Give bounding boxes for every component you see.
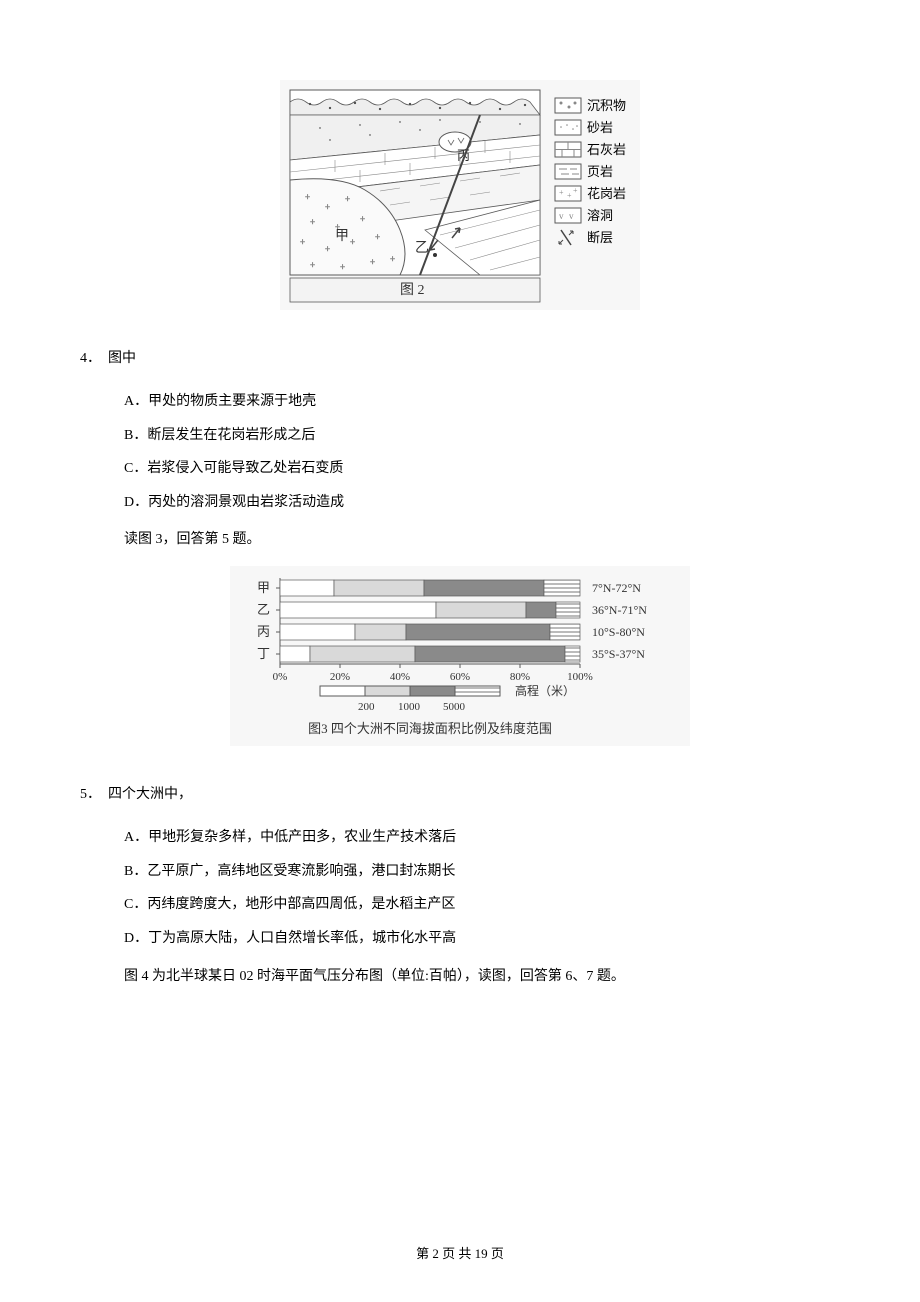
figure3-bar-segment <box>310 646 415 662</box>
svg-text:v: v <box>559 211 564 221</box>
svg-text:+: + <box>305 192 310 202</box>
figure3-row-lat: 35°S-37°N <box>592 647 645 661</box>
svg-text:+: + <box>310 217 315 227</box>
figure3-row-name: 丁 <box>257 646 270 661</box>
q4-option-a: A．甲处的物质主要来源于地壳 <box>124 385 494 419</box>
q5-option-d: D．丁为高原大陆，人口自然增长率低，城市化水平高 <box>124 922 840 956</box>
svg-text:+: + <box>559 188 564 197</box>
svg-text:+: + <box>310 260 315 270</box>
instruction-q5: 读图 3，回答第 5 题。 <box>80 525 840 556</box>
legend-item-6: 断层 <box>587 230 613 245</box>
q5-option-b: B．乙平原广，高纬地区受寒流影响强，港口封冻期长 <box>124 855 840 889</box>
svg-text:0%: 0% <box>273 671 288 683</box>
legend-item-5: 溶洞 <box>587 208 613 223</box>
q4-option-b: B．断层发生在花岗岩形成之后 <box>124 419 494 453</box>
question-4: 4．图中 <box>80 345 840 373</box>
figure-3-svg: 0% 20% 40% 60% 80% 100% 甲 7°N-72°N 乙 36°N-71°N 丙 1… <box>230 566 690 746</box>
instruction-q67: 图 4 为北半球某日 02 时海平面气压分布图（单位:百帕），读图，回答第 6、… <box>80 962 840 993</box>
svg-text:+: + <box>573 186 578 195</box>
figure3-bar-segment <box>526 602 556 618</box>
legend-item-2: 石灰岩 <box>587 142 626 157</box>
figure3-legend-label: 高程（米） <box>515 683 575 698</box>
figure3-bar-segment <box>280 646 310 662</box>
page-footer: 第 2 页 共 19 页 <box>0 1243 920 1262</box>
figure-3-container: 0% 20% 40% 60% 80% 100% 甲 7°N-72°N 乙 36°N-71°N 丙 1… <box>80 556 840 751</box>
svg-text:+: + <box>350 237 355 247</box>
q5-options: A．甲地形复杂多样，中低产田多，农业生产技术落后 B．乙平原广，高纬地区受寒流影… <box>80 821 840 955</box>
figure3-bar-segment <box>565 646 580 662</box>
figure2-label-yi: 乙 <box>415 240 429 256</box>
figure3-bar-segment <box>280 602 436 618</box>
svg-text:v: v <box>569 211 574 221</box>
figure-2-svg: 丙 +++ +++ ++ <box>280 80 640 310</box>
q4-option-d: D．丙处的溶洞景观由岩浆活动造成 <box>124 486 494 520</box>
figure3-bar-segment <box>436 602 526 618</box>
svg-text:+: + <box>325 244 330 254</box>
svg-text:80%: 80% <box>510 671 530 683</box>
figure3-row-name: 甲 <box>257 580 270 595</box>
svg-text:100%: 100% <box>567 671 593 683</box>
q4-stem: 图中 <box>108 351 136 366</box>
svg-text:40%: 40% <box>390 671 410 683</box>
legend-item-0: 沉积物 <box>587 98 626 113</box>
svg-text:20%: 20% <box>330 671 350 683</box>
q5-stem: 四个大洲中， <box>108 787 192 802</box>
figure3-row-lat: 10°S-80°N <box>592 625 645 639</box>
svg-text:+: + <box>325 202 330 212</box>
figure3-bar-segment <box>544 580 580 596</box>
q4-options: A．甲处的物质主要来源于地壳B．断层发生在花岗岩形成之后 C．岩浆侵入可能导致乙… <box>80 385 840 519</box>
q5-option-a: A．甲地形复杂多样，中低产田多，农业生产技术落后 <box>124 821 840 855</box>
figure3-bar-segment <box>556 602 580 618</box>
figure-2-container: 丙 +++ +++ ++ <box>80 80 840 315</box>
figure3-bar-segment <box>280 580 334 596</box>
figure3-bar-segment <box>424 580 544 596</box>
figure3-legend-5000: 5000 <box>443 701 466 713</box>
legend-item-3: 页岩 <box>587 164 613 179</box>
q5-option-c: C．丙纬度跨度大，地形中部高四周低，是水稻主产区 <box>124 888 840 922</box>
svg-text:+: + <box>360 214 365 224</box>
svg-text:+: + <box>375 232 380 242</box>
figure3-bar-segment <box>355 624 406 640</box>
figure3-bar-segment <box>280 624 355 640</box>
svg-text:+: + <box>390 254 395 264</box>
figure3-caption: 图3 四个大洲不同海拔面积比例及纬度范围 <box>308 721 552 736</box>
q4-number: 4． <box>80 345 108 373</box>
svg-text:+: + <box>567 191 572 200</box>
figure2-label-jia: 甲 <box>335 229 349 244</box>
figure3-row-name: 丙 <box>257 624 270 639</box>
svg-text:+: + <box>370 257 375 267</box>
legend-item-4: 花岗岩 <box>587 186 626 201</box>
figure3-bar-segment <box>415 646 565 662</box>
figure3-bar-segment <box>334 580 424 596</box>
legend-item-1: 砂岩 <box>587 120 613 135</box>
figure3-bar-segment <box>550 624 580 640</box>
figure3-row-lat: 7°N-72°N <box>592 581 641 595</box>
question-5: 5．四个大洲中， <box>80 781 840 809</box>
figure3-bar-segment <box>406 624 550 640</box>
figure3-legend-1000: 1000 <box>398 701 421 713</box>
svg-text:+: + <box>300 237 305 247</box>
figure2-caption: 图 2 <box>400 283 425 298</box>
figure3-row-lat: 36°N-71°N <box>592 603 647 617</box>
svg-text:+: + <box>340 262 345 272</box>
figure3-row-name: 乙 <box>257 602 270 617</box>
q5-number: 5． <box>80 781 108 809</box>
svg-text:60%: 60% <box>450 671 470 683</box>
svg-text:+: + <box>345 194 350 204</box>
figure3-legend-200: 200 <box>358 701 375 713</box>
q4-option-c: C．岩浆侵入可能导致乙处岩石变质 <box>124 452 494 486</box>
